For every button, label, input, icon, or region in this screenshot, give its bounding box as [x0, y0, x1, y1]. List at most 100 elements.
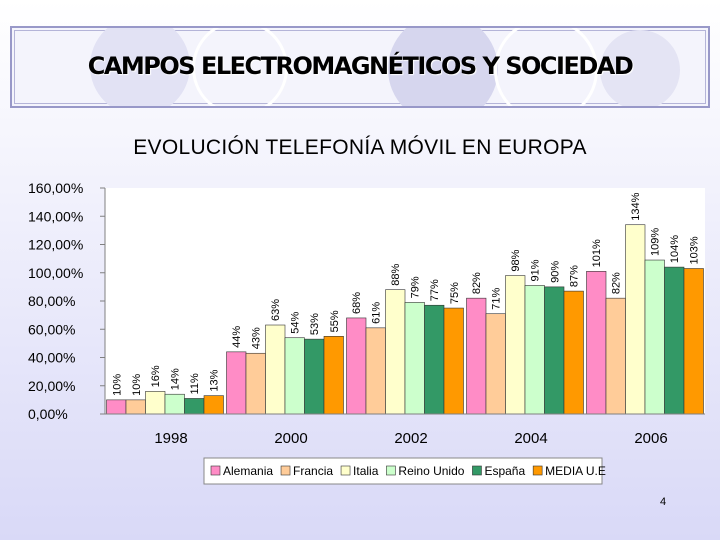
bar	[443, 307, 464, 415]
bar-value-label: 68%	[351, 292, 363, 314]
legend-swatch	[532, 465, 543, 476]
bar-value-label: 13%	[209, 369, 221, 391]
bar-value-label: 104%	[669, 235, 681, 263]
bar	[284, 337, 305, 415]
decorative-ring	[192, 28, 288, 106]
bar	[466, 297, 487, 415]
bar-chart: 0,00% 20,00% 40,00% 60,00% 80,00% 100,00% 120,…	[28, 180, 705, 485]
legend-label: Francia	[293, 464, 333, 478]
bar-value-label: 10%	[131, 374, 143, 396]
bar	[524, 285, 545, 415]
title-banner: CAMPOS ELECTROMAGNÉTICOS Y SOCIEDAD	[10, 26, 710, 108]
bar	[683, 268, 704, 415]
bar-value-label: 101%	[591, 239, 603, 267]
bar	[184, 398, 205, 415]
y-tick-label: 0,00%	[28, 406, 68, 422]
legend-swatch	[340, 465, 351, 476]
bar-value-label: 44%	[231, 326, 243, 348]
chart-legend: Alemania Francia Italia Reino Unido España ME…	[203, 457, 606, 485]
bar-value-label: 98%	[510, 249, 522, 271]
bar-value-label: 134%	[630, 192, 642, 220]
legend-swatch	[386, 465, 396, 476]
bar-value-label: 55%	[329, 310, 341, 332]
bar	[323, 336, 344, 415]
legend-label: MEDIA U.E	[545, 464, 606, 478]
bar	[145, 391, 166, 415]
data-labels: 10% 10% 16% 14% 11% 13% 44% 43% 63% 54% 53% 55% 68% 6…	[111, 192, 701, 396]
bar-value-label: 103%	[689, 236, 701, 264]
bar-value-label: 90%	[549, 261, 561, 283]
bar-value-label: 16%	[150, 365, 162, 387]
y-tick-label: 80,00%	[28, 293, 75, 309]
legend-label: Alemania	[223, 464, 273, 478]
bar	[226, 351, 247, 415]
bar-value-label: 82%	[611, 272, 623, 294]
bar	[203, 395, 224, 415]
bar-value-label: 79%	[410, 276, 422, 298]
bar-value-label: 88%	[390, 263, 402, 285]
bar-value-label: 91%	[530, 259, 542, 281]
bar	[125, 399, 146, 415]
banner-title: CAMPOS ELECTROMAGNÉTICOS Y SOCIEDAD	[87, 52, 634, 80]
legend-label: Italia	[353, 464, 379, 478]
bar-value-label: 75%	[449, 282, 461, 304]
bar-value-label: 63%	[270, 299, 282, 321]
banner-inner-border	[14, 30, 706, 104]
y-tick-label: 60,00%	[28, 321, 75, 337]
bar-value-label: 54%	[290, 311, 302, 333]
x-tick-label: 1998	[154, 430, 187, 447]
y-tick-label: 120,00%	[28, 237, 83, 253]
y-tick-label: 20,00%	[28, 378, 75, 394]
bar	[625, 224, 646, 415]
bar	[544, 286, 565, 415]
legend-swatch	[210, 465, 221, 476]
bar-value-label: 10%	[111, 374, 123, 396]
y-tick-label: 100,00%	[28, 265, 83, 281]
bar	[424, 304, 445, 415]
y-tick-label: 140,00%	[28, 208, 83, 224]
bar	[404, 302, 425, 415]
bar	[605, 297, 626, 415]
x-tick-label: 2000	[274, 430, 307, 447]
bar	[346, 317, 367, 415]
x-tick-label: 2002	[394, 430, 427, 447]
bar-value-label: 61%	[371, 302, 383, 324]
bar-value-label: 71%	[491, 287, 503, 309]
bar	[563, 290, 584, 415]
bar	[586, 271, 607, 415]
bar	[385, 289, 406, 415]
page-number: 4	[660, 496, 667, 508]
bar-value-label: 77%	[429, 279, 441, 301]
bar	[304, 338, 325, 415]
bar-value-label: 53%	[309, 313, 321, 335]
bar	[485, 313, 506, 415]
x-tick-label: 2006	[634, 430, 667, 447]
bar	[265, 324, 286, 415]
bar	[365, 327, 386, 415]
bar-value-label: 43%	[251, 327, 263, 349]
slide-title: EVOLUCIÓN TELEFONÍA MÓVIL EN EUROPA	[133, 136, 587, 159]
legend-swatch	[472, 465, 482, 476]
decorative-ring	[494, 28, 598, 106]
legend-swatch	[280, 465, 291, 476]
bar	[164, 393, 185, 415]
x-tick-label: 2004	[514, 430, 547, 447]
legend-label: Reino Unido	[398, 464, 464, 478]
decorative-circle	[388, 28, 498, 106]
bar-value-label: 11%	[189, 373, 201, 394]
x-axis: 1998 2000 2002 2004 2006	[105, 413, 705, 447]
decorative-circle	[600, 30, 680, 106]
y-tick-label: 160,00%	[28, 180, 83, 196]
bars	[106, 224, 704, 415]
legend-label: España	[484, 464, 525, 478]
decorative-circle	[90, 28, 190, 106]
bar-value-label: 14%	[170, 368, 182, 390]
bar	[505, 275, 526, 415]
bar	[664, 266, 685, 415]
bar-value-label: 109%	[650, 228, 662, 256]
y-tick-label: 40,00%	[28, 350, 75, 366]
bar	[245, 352, 266, 415]
bar-value-label: 87%	[569, 265, 581, 287]
bar	[106, 399, 127, 415]
bar-value-label: 82%	[471, 272, 483, 294]
